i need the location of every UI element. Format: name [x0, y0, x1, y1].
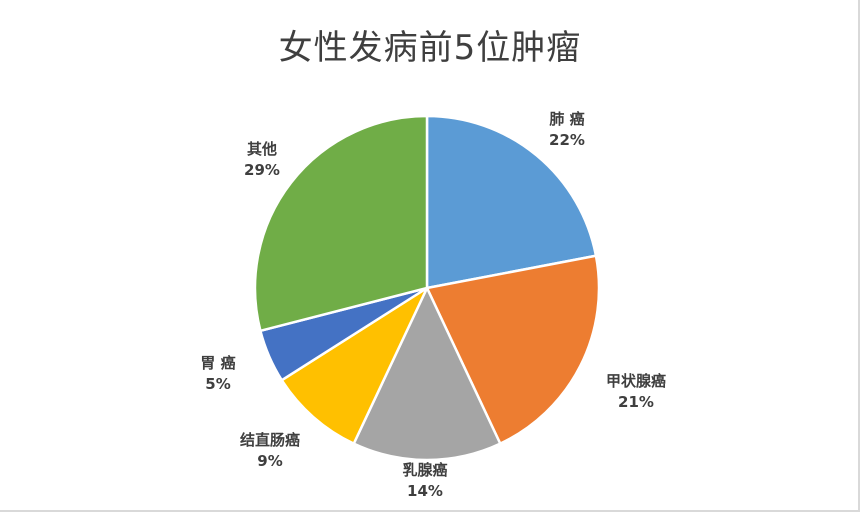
slice-label-1: 甲状腺癌 21%	[586, 371, 686, 413]
slice-category-label: 其他	[246, 140, 277, 158]
pie-slice-0	[425, 114, 598, 290]
slice-label-3: 结直肠癌 9%	[220, 430, 320, 472]
slice-category-label: 甲状腺癌	[605, 372, 666, 390]
slice-value-label: 14%	[407, 482, 443, 500]
slice-category-label: 胃 癌	[200, 354, 236, 372]
slice-category-label: 结直肠癌	[239, 431, 300, 449]
slice-value-label: 5%	[205, 375, 231, 393]
slice-value-label: 21%	[618, 393, 654, 411]
slice-label-2: 乳腺癌 14%	[375, 460, 475, 502]
slice-label-0: 肺 癌 22%	[517, 109, 617, 151]
slice-value-label: 29%	[244, 161, 280, 179]
slice-category-label: 肺 癌	[549, 110, 585, 128]
chart-title: 女性发病前5位肿瘤	[278, 28, 582, 68]
slice-value-label: 9%	[257, 452, 283, 470]
slice-label-5: 其他 29%	[212, 139, 312, 181]
slice-category-label: 乳腺癌	[402, 461, 448, 479]
pie-slice-3	[280, 286, 429, 445]
slice-value-label: 22%	[549, 131, 585, 149]
pie-slice-5	[253, 114, 429, 333]
pie-slice-2	[352, 286, 502, 462]
pie-slice-1	[425, 254, 601, 445]
slice-label-4: 胃 癌 5%	[168, 353, 268, 395]
